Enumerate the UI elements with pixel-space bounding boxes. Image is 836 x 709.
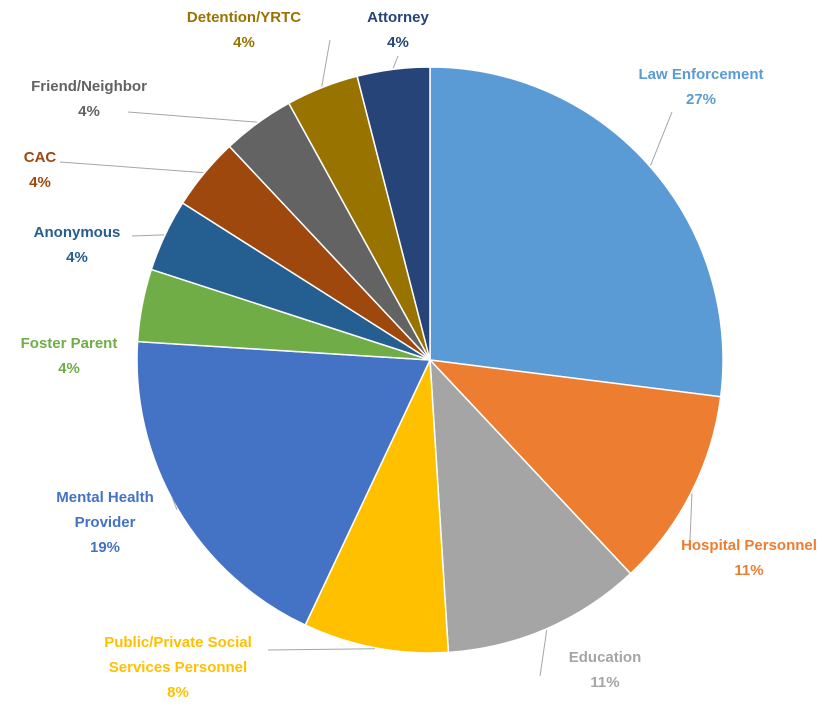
- category-label: Foster Parent: [20, 335, 118, 352]
- category-label: Education: [568, 649, 642, 666]
- leader-line: [131, 234, 164, 237]
- leader-line: [127, 111, 258, 123]
- slice-label: Education 11%: [545, 645, 665, 695]
- value-label: 4%: [58, 360, 80, 377]
- leader-line: [650, 111, 673, 166]
- pie-slice: [356, 66, 431, 361]
- category-label: Mental Health Provider: [56, 489, 154, 531]
- leader-line: [267, 648, 375, 651]
- category-label: CAC: [23, 149, 57, 166]
- pie-slice: [428, 358, 722, 575]
- leader-line: [171, 496, 178, 510]
- pie-slice: [429, 357, 632, 654]
- value-label: 4%: [29, 174, 51, 191]
- value-label: 27%: [685, 91, 717, 108]
- value-label: 4%: [233, 34, 255, 51]
- value-label: 11%: [734, 562, 764, 579]
- leader-line: [392, 55, 399, 69]
- category-label: Attorney: [367, 9, 429, 26]
- leader-line: [689, 493, 693, 541]
- value-label: 4%: [78, 103, 100, 120]
- slice-label: Friend/Neighbor 4%: [9, 74, 169, 124]
- leader-line: [539, 629, 548, 677]
- pie-slice: [304, 359, 450, 654]
- slice-label: Attorney 4%: [348, 5, 448, 55]
- category-label: Hospital Personnel: [681, 537, 817, 554]
- category-label: Detention/YRTC: [186, 9, 302, 26]
- pie-slice: [136, 340, 432, 627]
- category-label: Friend/Neighbor: [31, 78, 147, 95]
- leader-line: [321, 39, 331, 87]
- slice-label: CAC 4%: [10, 145, 70, 195]
- slice-label: Law Enforcement 27%: [601, 62, 801, 112]
- category-label: Anonymous: [33, 224, 121, 241]
- category-label: Public/Private Social Services Personnel: [104, 634, 252, 676]
- category-label: Law Enforcement: [638, 66, 764, 83]
- value-label: 4%: [387, 34, 409, 51]
- slice-label: Public/Private Social Services Personnel…: [83, 630, 273, 705]
- value-label: 8%: [167, 684, 189, 701]
- slice-label: Foster Parent 4%: [0, 331, 139, 381]
- value-label: 19%: [89, 539, 121, 556]
- slice-label: Mental Health Provider 19%: [35, 485, 175, 560]
- pie-slice: [429, 66, 724, 398]
- slice-label: Anonymous 4%: [17, 220, 137, 270]
- slice-label: Hospital Personnel 11%: [659, 533, 836, 583]
- leader-line: [59, 161, 204, 174]
- value-label: 11%: [590, 674, 620, 691]
- value-label: 4%: [66, 249, 88, 266]
- slice-label: Detention/YRTC 4%: [164, 5, 324, 55]
